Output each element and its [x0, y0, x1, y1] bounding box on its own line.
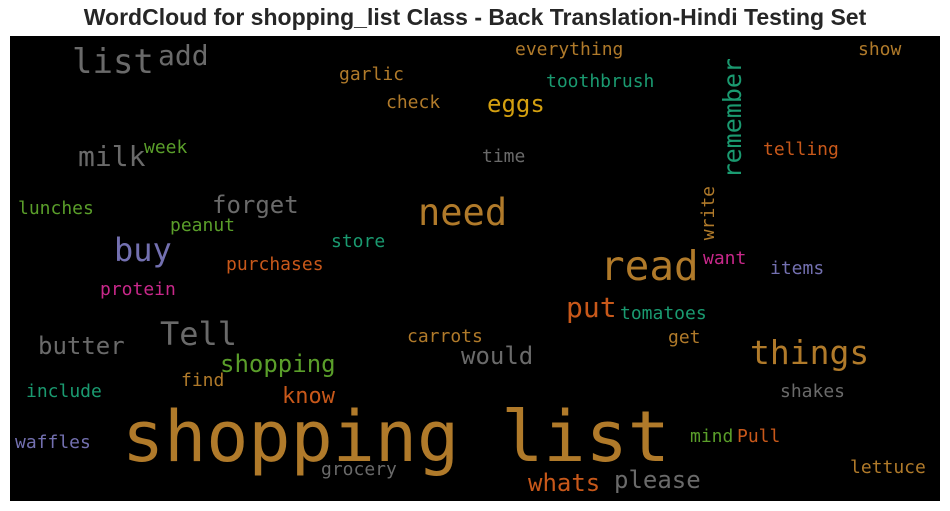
- word-know: know: [282, 384, 335, 409]
- word-add: add: [158, 39, 209, 72]
- word-show: show: [858, 39, 902, 60]
- word-shopping-list: shopping list: [122, 396, 670, 478]
- word-time: time: [482, 146, 526, 167]
- word-include: include: [26, 381, 102, 402]
- word-mind: mind: [690, 426, 734, 447]
- word-buy: buy: [114, 231, 172, 269]
- word-remember: remember: [718, 58, 747, 179]
- word-lettuce: lettuce: [850, 457, 926, 478]
- word-cloud: shopping list read need things Tell buy …: [10, 36, 940, 501]
- word-store: store: [331, 231, 386, 252]
- word-list: list: [72, 42, 154, 82]
- word-pull: Pull: [737, 426, 781, 447]
- word-write: write: [698, 186, 719, 241]
- word-find: find: [181, 370, 225, 391]
- word-shakes: shakes: [780, 381, 846, 402]
- word-need: need: [418, 191, 508, 234]
- word-please: please: [614, 466, 701, 494]
- word-want: want: [703, 248, 747, 269]
- chart-title: WordCloud for shopping_list Class - Back…: [83, 4, 867, 30]
- word-eggs: eggs: [487, 90, 545, 118]
- word-milk: milk: [78, 140, 146, 173]
- word-get: get: [668, 327, 701, 348]
- word-week: week: [144, 137, 188, 158]
- word-read: read: [600, 242, 699, 290]
- word-forget: forget: [212, 191, 299, 219]
- word-grocery: grocery: [321, 459, 397, 480]
- word-carrots: carrots: [407, 326, 483, 347]
- word-peanut: peanut: [170, 215, 236, 236]
- word-items: items: [770, 258, 825, 279]
- word-put: put: [566, 291, 617, 324]
- word-telling: telling: [763, 139, 839, 160]
- word-tomatoes: tomatoes: [620, 303, 707, 324]
- word-things: things: [750, 333, 870, 372]
- word-protein: protein: [100, 279, 176, 300]
- word-garlic: garlic: [339, 64, 405, 85]
- word-shopping: shopping: [220, 350, 336, 378]
- word-everything: everything: [515, 39, 624, 60]
- word-butter: butter: [38, 332, 125, 360]
- word-lunches: lunches: [18, 198, 94, 219]
- word-tell: Tell: [160, 315, 238, 353]
- word-waffles: waffles: [15, 432, 91, 453]
- word-would: would: [461, 342, 534, 370]
- word-purchases: purchases: [226, 254, 324, 275]
- word-check: check: [386, 92, 441, 113]
- word-toothbrush: toothbrush: [546, 71, 655, 92]
- word-whats: whats: [528, 469, 601, 497]
